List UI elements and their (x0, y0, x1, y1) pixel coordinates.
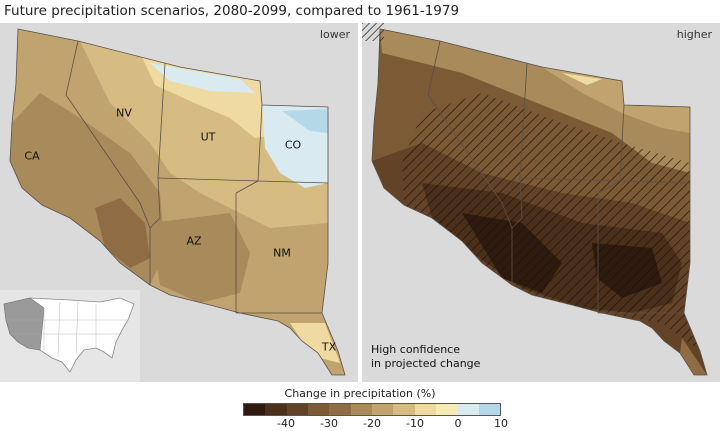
region-wettest-co (282, 109, 328, 133)
state-label-nm: NM (273, 246, 291, 260)
colorbar-swatch (286, 404, 308, 415)
scenario-label-higher: higher (676, 28, 712, 41)
region-wet-north (150, 63, 255, 93)
hatch-legend-line1: High confidence (371, 343, 460, 356)
confidence-hatching (402, 93, 700, 351)
colorbar-tick-label: 0 (454, 417, 462, 430)
state-label-co: CO (284, 138, 302, 152)
state-borders (9, 28, 346, 376)
colorbar-swatch (414, 404, 436, 415)
region-az (150, 213, 250, 303)
figure-title: Future precipitation scenarios, 2080-209… (4, 3, 460, 19)
colorbar (243, 403, 501, 416)
colorbar-swatch (371, 404, 394, 415)
map-panel-lower: lower NV CA UT CO AZ NM TX (0, 23, 358, 382)
locator-inset-map (0, 290, 140, 382)
colorbar-swatch (435, 404, 458, 415)
colorbar-tick-label: -10 (406, 417, 424, 430)
colorbar-tick-label: 10 (494, 417, 508, 430)
colorbar-swatch (393, 404, 415, 415)
southwest-highlight (3, 297, 45, 351)
state-label-ut: UT (200, 130, 216, 144)
hatch-legend-text: High confidence in projected change (371, 343, 480, 371)
state-label-ca: CA (24, 149, 40, 163)
colorbar-swatch (350, 404, 372, 415)
colorbar-swatch (478, 404, 500, 415)
usa-outline-svg (3, 297, 135, 373)
region-north-lightest (562, 73, 602, 85)
map-panel-higher: higher High confidence in projected chan… (362, 23, 720, 382)
colorbar-swatch (457, 404, 479, 415)
colorbar-tick-label: -20 (363, 417, 381, 430)
colorbar-ticks: -40 -30 -20 -10 0 10 (243, 417, 508, 431)
hatch-legend-line2: in projected change (371, 357, 481, 370)
region-tx (290, 323, 340, 363)
state-label-nv: NV (116, 106, 132, 120)
colorbar-tick-label: -40 (277, 417, 295, 430)
state-label-tx: TX (321, 340, 337, 354)
map-higher-svg (371, 28, 708, 376)
colorbar-swatch (307, 404, 330, 415)
region-north-light (542, 67, 690, 133)
hatch-legend-swatch (362, 23, 384, 41)
region-north (380, 29, 690, 173)
colorbar-swatch (329, 404, 351, 415)
colorbar-swatch (244, 404, 266, 415)
region-tx (680, 338, 707, 375)
colorbar-swatch (265, 404, 287, 415)
state-borders (371, 28, 708, 376)
colorbar-tick-label: -30 (320, 417, 338, 430)
scenario-label-lower: lower (319, 28, 350, 41)
colorbar-title: Change in precipitation (%) (284, 387, 436, 400)
state-label-az: AZ (186, 234, 202, 248)
